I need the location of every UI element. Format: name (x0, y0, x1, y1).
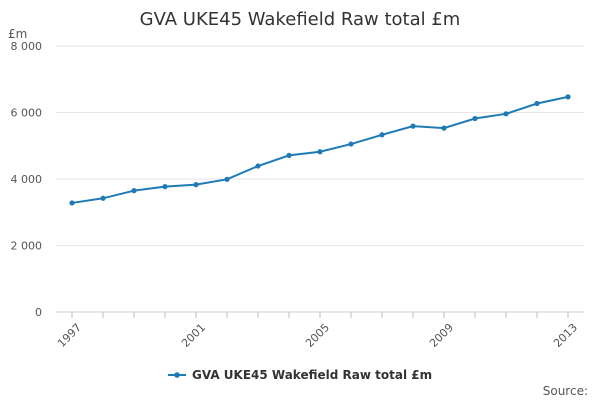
data-point[interactable] (193, 182, 199, 188)
series-layer (69, 94, 571, 206)
data-point[interactable] (131, 188, 137, 194)
x-tick-label: 2009 (427, 321, 456, 350)
x-tick-label: 1997 (55, 321, 84, 350)
data-point[interactable] (286, 152, 292, 158)
data-point[interactable] (69, 200, 75, 206)
axis-layer (56, 311, 584, 318)
data-point[interactable] (224, 176, 230, 182)
data-point[interactable] (503, 111, 509, 117)
y-tick-label: 6 000 (11, 107, 43, 120)
data-point[interactable] (441, 125, 447, 131)
data-point[interactable] (255, 163, 261, 169)
y-tick-label: 8 000 (11, 40, 43, 53)
data-point[interactable] (162, 184, 168, 190)
data-point[interactable] (348, 141, 354, 147)
y-tick-label: 2 000 (11, 240, 43, 253)
grid-layer (56, 45, 584, 246)
source-label: Source: (543, 384, 588, 398)
legend[interactable]: GVA UKE45 Wakefield Raw total £m (168, 368, 432, 382)
data-point[interactable] (100, 195, 106, 201)
x-tick-label: 2013 (551, 321, 580, 350)
legend-entry-label: GVA UKE45 Wakefield Raw total £m (192, 368, 432, 382)
tick-layer: 0 2 000 4 000 6 000 8 000 1997 2001 2005 2009 201… (11, 40, 581, 350)
legend-marker-icon (174, 372, 180, 378)
y-axis-unit-label: £m (8, 27, 27, 41)
data-point[interactable] (565, 94, 571, 100)
data-point[interactable] (317, 149, 323, 155)
data-point[interactable] (472, 115, 478, 122)
y-tick-label: 0 (35, 306, 42, 319)
data-point[interactable] (379, 132, 385, 138)
data-point[interactable] (410, 123, 416, 129)
x-tick-label: 2005 (303, 321, 332, 350)
chart-title: GVA UKE45 Wakefield Raw total £m (140, 9, 461, 30)
data-point[interactable] (534, 100, 540, 107)
x-tick-label: 2001 (179, 321, 208, 350)
y-tick-label: 4 000 (11, 173, 43, 186)
